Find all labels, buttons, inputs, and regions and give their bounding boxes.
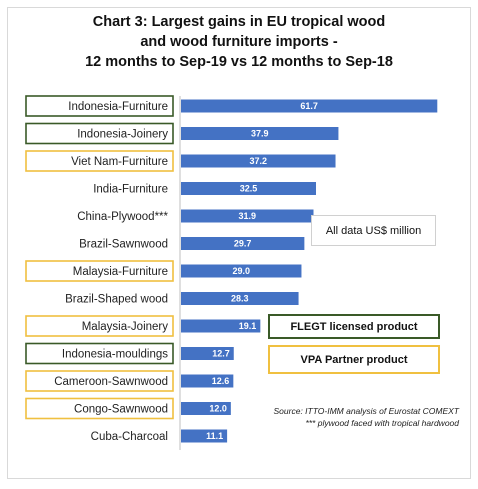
category-label: China-Plywood*** [77, 211, 168, 223]
bar-value-label: 12.0 [209, 404, 227, 414]
category-highlight-flegt [25, 342, 174, 365]
bar-value-label: 11.1 [206, 431, 223, 441]
legend-flegt: FLEGT licensed product [268, 314, 440, 339]
bar-value-label: 61.7 [300, 101, 318, 111]
category-label: Cuba-Charcoal [91, 431, 168, 443]
title-line-2: and wood furniture imports - [140, 34, 338, 50]
chart-title: Chart 3: Largest gains in EU tropical wo… [0, 12, 478, 72]
bar [181, 264, 302, 278]
bar-value-label: 37.9 [251, 129, 269, 139]
bar-value-label: 32.5 [240, 184, 258, 194]
category-highlight-flegt [25, 122, 174, 145]
bar [181, 429, 228, 443]
bar-value-label: 19.1 [239, 321, 257, 331]
category-label: India-Furniture [93, 184, 168, 196]
source-line-1: Source: ITTO-IMM analysis of Eurostat CO… [273, 406, 459, 416]
bar [181, 154, 336, 168]
category-label: Brazil-Sawnwood [79, 239, 168, 251]
title-line-3: 12 months to Sep-19 vs 12 months to Sep-… [85, 54, 393, 70]
category-highlight-vpa [25, 370, 174, 392]
bar [181, 402, 231, 415]
units-note: All data US$ million [311, 215, 436, 246]
bar [181, 209, 314, 223]
category-label: Congo-Sawnwood [74, 404, 168, 416]
bar-value-label: 28.3 [231, 294, 249, 304]
category-highlight-vpa [25, 260, 174, 282]
source-note: Source: ITTO-IMM analysis of Eurostat CO… [233, 405, 459, 429]
bar [181, 319, 261, 333]
bar-value-label: 29.0 [232, 266, 250, 276]
category-highlight-vpa [25, 397, 174, 420]
bar [181, 374, 234, 388]
category-label: Brazil-Shaped wood [65, 294, 168, 306]
category-label: Indonesia-Furniture [68, 101, 168, 113]
bar [181, 127, 339, 140]
bar [181, 292, 299, 305]
bar [181, 99, 438, 113]
bar-value-label: 37.2 [249, 156, 267, 166]
bar [181, 182, 316, 195]
category-label: Indonesia-mouldings [62, 349, 168, 361]
category-label: Malaysia-Joinery [82, 321, 169, 333]
category-label: Malaysia-Furniture [73, 266, 168, 278]
category-label: Cameroon-Sawnwood [54, 376, 168, 388]
bar-value-label: 12.6 [212, 376, 230, 386]
bar-value-label: 31.9 [238, 211, 256, 221]
title-line-1: Chart 3: Largest gains in EU tropical wo… [92, 14, 386, 30]
bar-value-label: 12.7 [212, 349, 230, 359]
bar [181, 347, 234, 360]
source-line-2: *** plywood faced with tropical hardwood [305, 418, 459, 428]
category-highlight-vpa [25, 150, 174, 172]
category-label: Viet Nam-Furniture [71, 156, 168, 168]
category-label: Indonesia-Joinery [77, 129, 168, 141]
bar [181, 237, 305, 250]
bar-value-label: 29.7 [234, 239, 252, 249]
legend-vpa: VPA Partner product [268, 345, 440, 374]
category-highlight-vpa [25, 315, 174, 337]
category-highlight-flegt [25, 95, 174, 117]
